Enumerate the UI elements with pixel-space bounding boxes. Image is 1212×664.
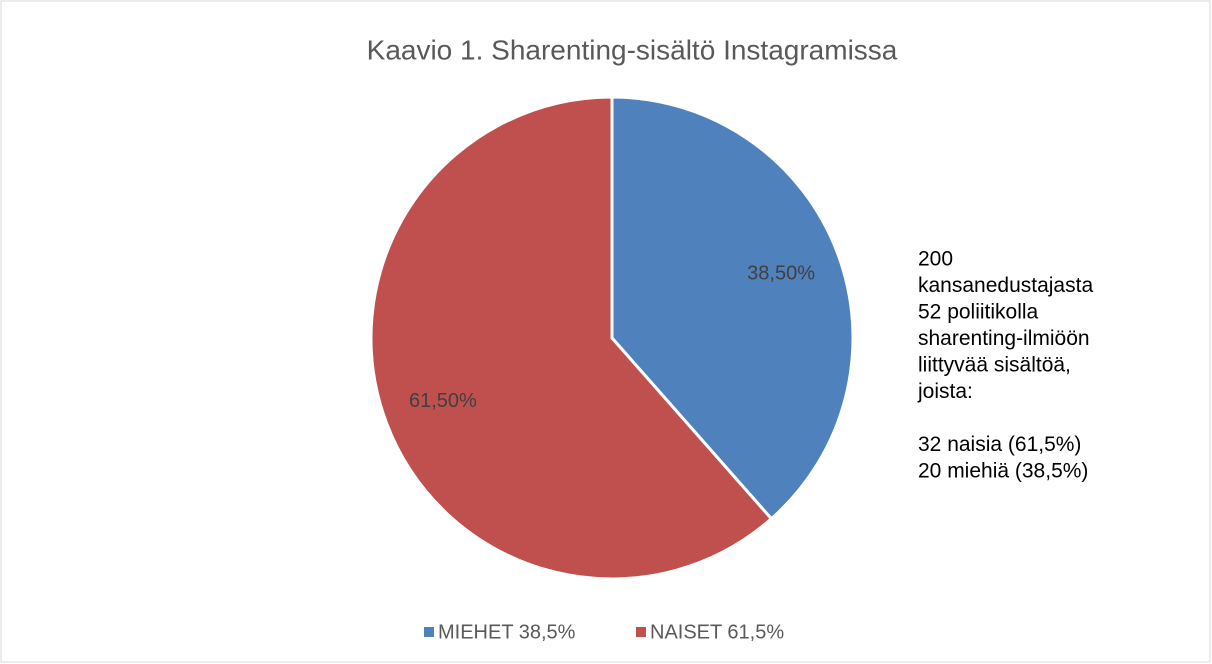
legend-label: MIEHET 38,5% [438, 621, 576, 643]
annotation-line: 200 [918, 248, 953, 271]
annotation-line: 20 miehiä (38,5%) [918, 460, 1088, 483]
pie-slice [610, 95, 855, 521]
pie-slice [369, 95, 774, 581]
chart-title: Kaavio 1. Sharenting-sisältö Instagramis… [367, 34, 898, 65]
annotation-line: liittyvää sisältöä, [918, 354, 1071, 377]
data-label: 38,50% [747, 262, 815, 284]
annotation-line: joista: [917, 380, 973, 403]
legend-marker [424, 627, 434, 637]
annotation-line: 52 poliitikolla [918, 301, 1039, 324]
annotation-line: 32 naisia (61,5%) [918, 433, 1081, 456]
legend-label: NAISET 61,5% [650, 621, 784, 643]
annotation-line: kansanedustajasta [918, 274, 1093, 297]
data-label: 61,50% [409, 390, 477, 412]
annotation-line: sharenting-ilmiöön [918, 327, 1090, 350]
legend-marker [636, 627, 646, 637]
